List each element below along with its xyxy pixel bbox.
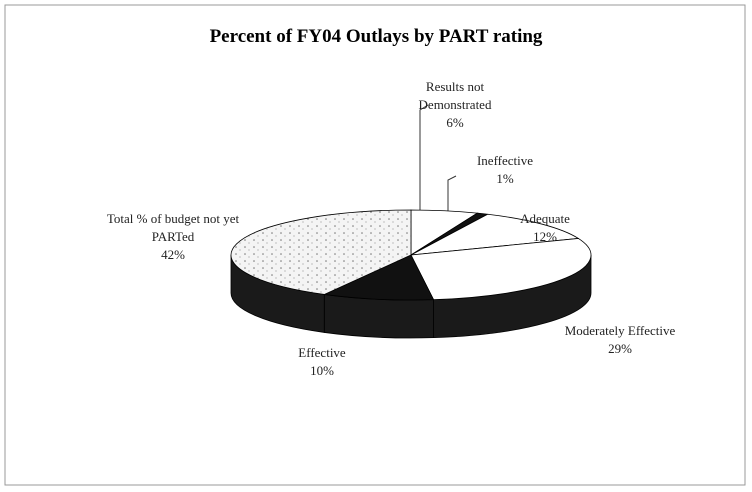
value-label: 1% xyxy=(496,171,514,186)
category-label: Total % of budget not yet PARTed xyxy=(106,211,240,244)
leader-line xyxy=(419,104,429,212)
slice-label: Moderately Effective 29% xyxy=(540,322,700,358)
slice-label: Total % of budget not yet PARTed 42% xyxy=(98,210,248,264)
category-label: Ineffective xyxy=(476,153,534,168)
leader-line xyxy=(447,175,457,212)
slice-label: Adequate 12% xyxy=(505,210,585,246)
slice-side xyxy=(323,293,434,339)
chart-title: Percent of FY04 Outlays by PART rating xyxy=(210,26,543,47)
slice xyxy=(410,238,592,301)
slice-label: Ineffective 1% xyxy=(460,152,550,188)
category-label: Adequate xyxy=(520,211,570,226)
value-label: 29% xyxy=(608,341,632,356)
value-label: 6% xyxy=(446,115,464,130)
slice-label: Effective 10% xyxy=(272,344,372,380)
category-label: Effective xyxy=(298,345,346,360)
slice xyxy=(410,213,580,256)
category-label: Moderately Effective xyxy=(564,323,676,338)
value-label: 12% xyxy=(533,229,557,244)
slice xyxy=(322,254,435,301)
value-label: 10% xyxy=(310,363,334,378)
slice xyxy=(230,209,412,295)
slice-label: Results not Demonstrated 6% xyxy=(410,78,500,132)
value-label: 42% xyxy=(161,247,185,262)
category-label: Results not Demonstrated xyxy=(418,79,492,112)
